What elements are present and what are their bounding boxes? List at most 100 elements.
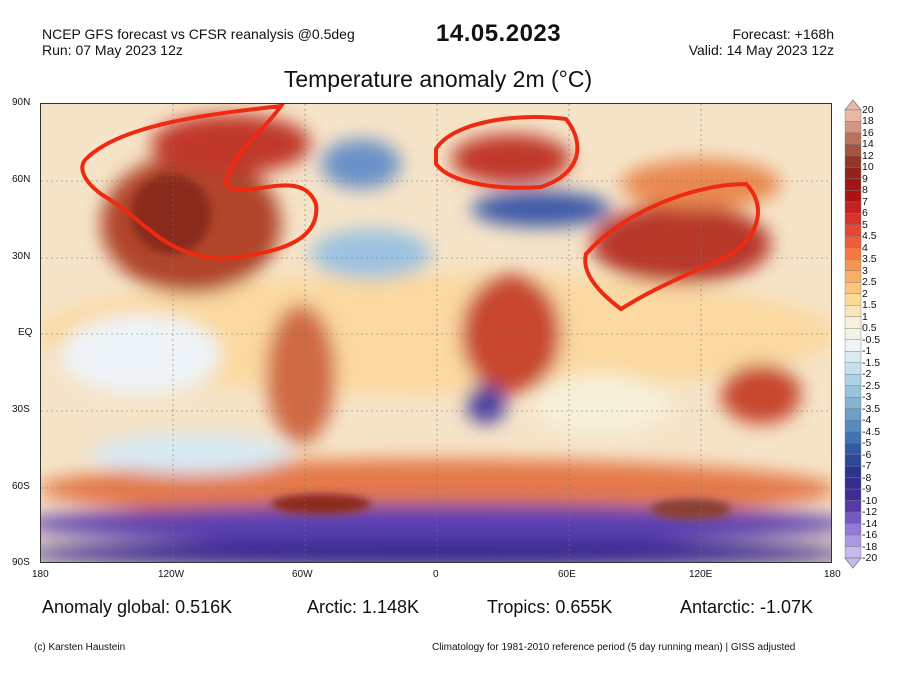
colorbar-max-arrow (843, 99, 863, 111)
colorbar-tick-label: 12 (862, 149, 874, 162)
colorbar-tick-label: -5 (862, 437, 872, 450)
colorbar-segment (844, 121, 862, 134)
colorbar-segment (844, 408, 862, 421)
lat-label: 60S (12, 481, 30, 492)
credit: (c) Karsten Haustein (34, 642, 126, 653)
colorbar-tick-label: -2.5 (862, 379, 881, 392)
data-source-label: NCEP GFS forecast vs CFSR reanalysis @0.… (42, 26, 355, 42)
colorbar-tick-label: -1 (862, 345, 872, 358)
colorbar-segment (844, 224, 862, 237)
colorbar-min-arrow (843, 557, 863, 569)
colorbar-segment (844, 339, 862, 352)
colorbar-tick-label: 3.5 (862, 253, 877, 266)
colorbar-segment (844, 213, 862, 226)
antarctic-anomaly: Antarctic: -1.07K (680, 597, 814, 617)
colorbar-segment (844, 144, 862, 157)
colorbar-segment (844, 396, 862, 409)
colorbar-tick-label: 1 (862, 310, 868, 323)
colorbar-segment (844, 270, 862, 283)
colorbar-tick-label: -6 (862, 448, 872, 461)
colorbar-segment (844, 351, 862, 363)
colorbar-segment (844, 155, 862, 168)
anomaly-field (41, 104, 831, 562)
colorbar-tick-label: 20 (862, 104, 874, 116)
lat-label: 90S (12, 557, 30, 568)
lat-label: EQ (18, 327, 33, 338)
colorbar-tick-label: -18 (862, 540, 878, 553)
colorbar-tick-label: 10 (862, 161, 874, 174)
colorbar-segment (844, 362, 862, 375)
colorbar-segment (844, 293, 862, 306)
colorbar-tick-label: 7 (862, 195, 868, 208)
forecast-label: Forecast: +168h (732, 26, 834, 42)
colorbar-segment (844, 523, 862, 536)
colorbar-tick-label: -12 (862, 506, 878, 519)
colorbar-tick-label: -4 (862, 414, 872, 427)
colorbar-segment (844, 201, 862, 214)
colorbar-segment (844, 259, 862, 272)
colorbar-tick-label: 16 (862, 126, 874, 139)
colorbar-segment (844, 442, 862, 455)
anomaly-map (40, 103, 832, 563)
lat-label: 60N (12, 174, 31, 185)
colorbar-segment (844, 374, 862, 386)
colorbar-tick-label: -3.5 (862, 402, 881, 415)
colorbar-segment (844, 546, 862, 559)
lon-label: 60E (558, 569, 576, 580)
colorbar-tick-label: -14 (862, 517, 878, 530)
colorbar-segment (844, 236, 862, 249)
lon-label: 180 (824, 569, 841, 580)
colorbar-tick-label: -2 (862, 368, 872, 381)
colorbar-tick-label: -1.5 (862, 356, 881, 369)
tropics-anomaly: Tropics: 0.655K (487, 597, 613, 617)
colorbar-tick-label: -3 (862, 391, 872, 404)
colorbar-segment (844, 500, 862, 513)
valid-label: Valid: 14 May 2023 12z (688, 42, 834, 58)
lon-label: 60W (292, 569, 313, 580)
colorbar-segment (844, 167, 862, 180)
colorbar-segment (844, 132, 862, 145)
global-anomaly: Anomaly global: 0.516K (42, 597, 233, 617)
map-title: Temperature anomaly 2m (°C) (283, 66, 593, 92)
colorbar-tick-label: -8 (862, 471, 872, 484)
colorbar-tick-label: 18 (862, 115, 874, 128)
colorbar-segment (844, 282, 862, 294)
colorbar-segment (844, 431, 862, 444)
lon-label: 0 (433, 569, 439, 580)
colorbar-tick-label: 3 (862, 264, 868, 277)
run-label: Run: 07 May 2023 12z (42, 42, 183, 58)
colorbar-tick-label: 2.5 (862, 276, 877, 289)
colorbar-tick-label: -10 (862, 494, 878, 507)
colorbar-segment (844, 247, 862, 260)
colorbar-segment (844, 454, 862, 467)
colorbar-segment (844, 316, 862, 329)
colorbar-tick-label: 4 (862, 241, 868, 254)
colorbar-segment (844, 465, 862, 478)
colorbar-segment (844, 488, 862, 501)
colorbar-tick-label: 1.5 (862, 299, 877, 312)
date-title: 14.05.2023 (436, 20, 562, 47)
climatology-note: Climatology for 1981-2010 reference peri… (432, 642, 796, 653)
lon-label: 120E (689, 569, 713, 580)
lon-label: 180 (32, 569, 49, 580)
lat-label: 30N (12, 251, 31, 262)
colorbar-segment (844, 109, 862, 122)
colorbar-tick-label: -7 (862, 460, 872, 473)
colorbar-segment (844, 511, 862, 524)
lat-label: 90N (12, 97, 31, 108)
colorbar-segment (844, 419, 862, 432)
colorbar-tick-label: 14 (862, 138, 874, 151)
colorbar (843, 99, 863, 569)
colorbar-tick-label: 6 (862, 207, 868, 220)
lon-label: 120W (158, 569, 185, 580)
colorbar-segment (844, 534, 862, 547)
colorbar-segment (844, 178, 862, 191)
lat-label: 30S (12, 404, 30, 415)
colorbar-tick-label: 8 (862, 184, 868, 197)
colorbar-segment (844, 477, 862, 490)
colorbar-segment (844, 328, 862, 340)
colorbar-tick-label: 9 (862, 172, 868, 185)
arctic-anomaly: Arctic: 1.148K (307, 597, 420, 617)
colorbar-segment (844, 385, 862, 398)
colorbar-tick-label: 2 (862, 287, 868, 300)
